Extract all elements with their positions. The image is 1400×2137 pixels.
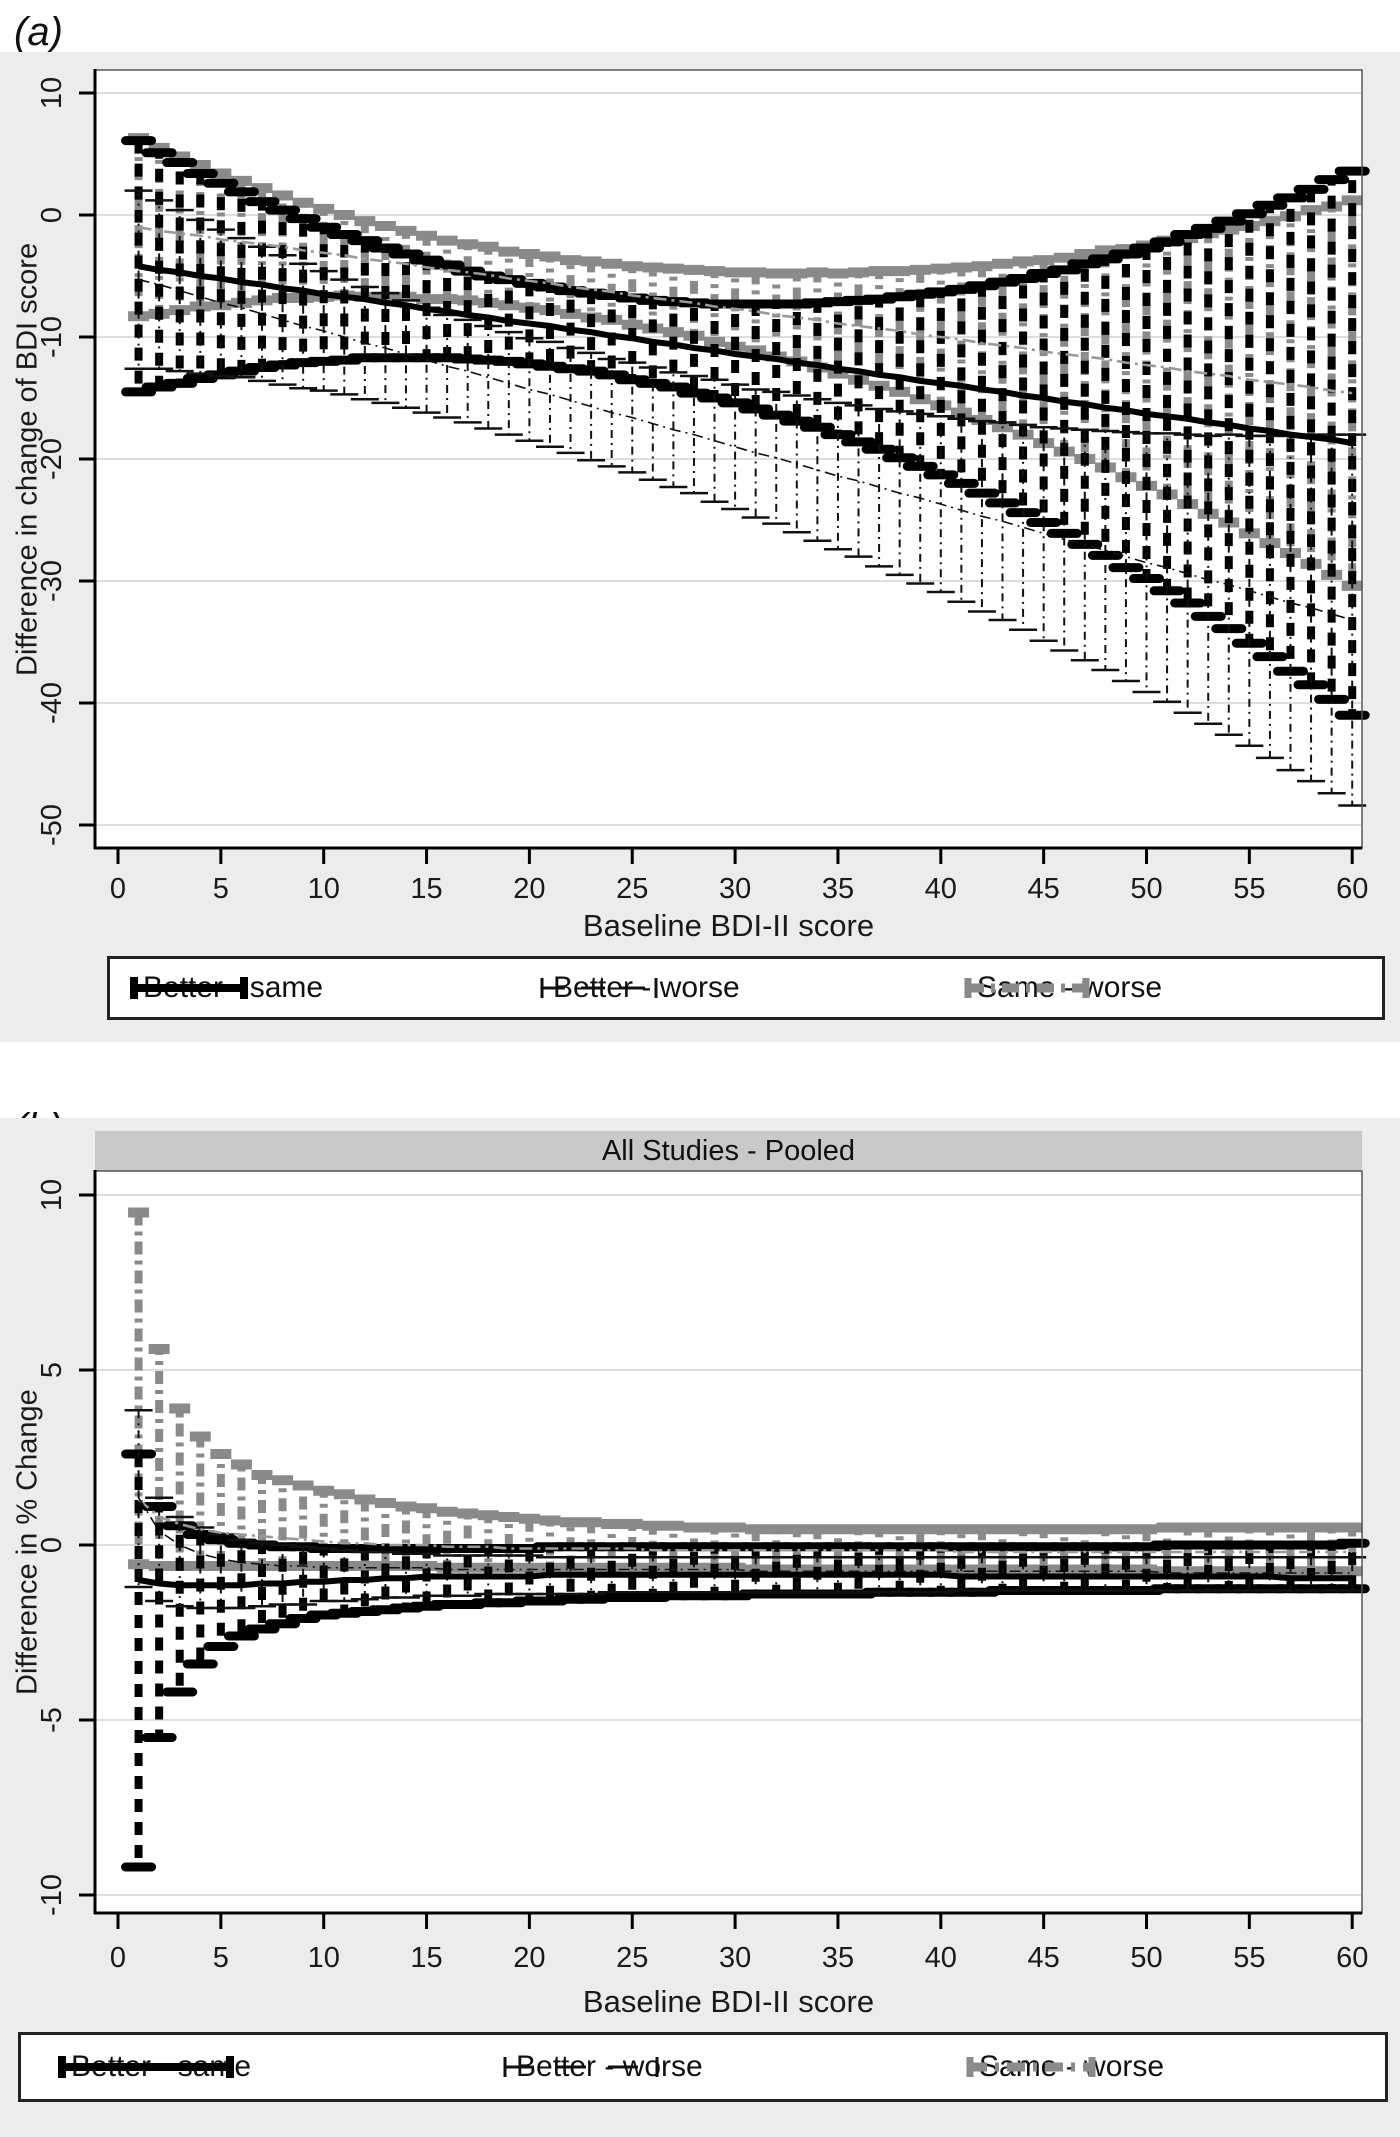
svg-text:0: 0: [36, 207, 68, 223]
svg-text:15: 15: [410, 1942, 442, 1974]
legend-sample-better-worse-icon: [540, 978, 658, 998]
legend-sample-same-worse-icon: [966, 2057, 1096, 2077]
legend-sample-better-same-icon: [130, 977, 248, 999]
panel-a-y-axis-label: Difference in change of BDI score: [11, 242, 44, 676]
svg-text:-10: -10: [36, 1874, 68, 1916]
legend-entry-better-same: Better - same: [53, 2035, 251, 2099]
svg-text:-10: -10: [36, 316, 68, 358]
svg-text:30: 30: [719, 1942, 751, 1974]
svg-text:5: 5: [213, 1942, 229, 1974]
legend-entry-better-worse: Better - worse: [498, 2035, 703, 2099]
svg-text:10: 10: [36, 77, 68, 109]
svg-text:0: 0: [110, 873, 126, 905]
svg-text:55: 55: [1233, 873, 1265, 905]
svg-text:10: 10: [36, 1179, 68, 1211]
svg-text:-20: -20: [36, 438, 68, 480]
axes: [93, 1170, 1362, 1915]
svg-text:35: 35: [822, 873, 854, 905]
legend-entry-same-worse: Same - worse: [959, 959, 1162, 1017]
svg-text:20: 20: [513, 1942, 545, 1974]
legend-sample-better-same-icon: [58, 2056, 234, 2078]
series-line-better-worse: [138, 278, 1353, 621]
svg-text:30: 30: [719, 873, 751, 905]
svg-text:-50: -50: [36, 804, 68, 846]
svg-text:35: 35: [822, 1942, 854, 1974]
svg-text:-5: -5: [36, 1707, 68, 1733]
svg-text:50: 50: [1130, 873, 1162, 905]
svg-text:-40: -40: [36, 682, 68, 724]
svg-text:10: 10: [308, 1942, 340, 1974]
svg-text:5: 5: [213, 873, 229, 905]
svg-text:10: 10: [308, 873, 340, 905]
svg-text:0: 0: [36, 1537, 68, 1553]
svg-text:15: 15: [410, 873, 442, 905]
panel-a-tag: (a): [14, 10, 63, 54]
x-axis-ticks: 0 5 10 15 20 25 30 35 40 45 50 55 60: [110, 848, 1368, 905]
panel-a-legend: Better - same Better - worse Same - wors…: [107, 956, 1385, 1020]
series-line-better-worse: [137, 1497, 1353, 1574]
svg-text:5: 5: [36, 1362, 68, 1378]
panel-b-title-bar: All Studies - Pooled: [95, 1131, 1362, 1171]
svg-text:45: 45: [1028, 873, 1060, 905]
svg-text:50: 50: [1130, 1942, 1162, 1974]
legend-sample-better-worse-icon: [503, 2057, 659, 2077]
svg-text:20: 20: [513, 873, 545, 905]
svg-text:60: 60: [1336, 873, 1368, 905]
svg-text:-30: -30: [36, 560, 68, 602]
legend-sample-same-worse-icon: [964, 978, 1090, 998]
legend-entry-better-same: Better - same: [125, 959, 323, 1017]
svg-text:25: 25: [616, 1942, 648, 1974]
y-axis-ticks: 10 5 0 -5 -10: [36, 1179, 95, 1916]
series-line-better-same: [138, 263, 1353, 447]
svg-text:60: 60: [1336, 1942, 1368, 1974]
svg-text:55: 55: [1233, 1942, 1265, 1974]
panel-a-chart: 10 0 -10 -20 -30 -40 -50 0 5 10 15 20 25 30 35 40 45 50 55…: [36, 69, 1370, 905]
svg-text:0: 0: [110, 1942, 126, 1974]
series-line-same-worse: [137, 1498, 1353, 1554]
svg-text:40: 40: [925, 1942, 957, 1974]
legend-entry-same-worse: Same - worse: [961, 2035, 1164, 2099]
legend-entry-better-worse: Better - worse: [535, 959, 740, 1017]
panel-b-x-axis-label: Baseline BDI-II score: [582, 1984, 875, 2019]
svg-text:25: 25: [616, 873, 648, 905]
panel-b-legend: Better - same Better - worse Same - wors…: [18, 2032, 1388, 2102]
series-line-same-worse: [138, 225, 1353, 395]
svg-text:40: 40: [925, 873, 957, 905]
y-axis-ticks: 10 0 -10 -20 -30 -40 -50: [36, 77, 95, 846]
panel-a-x-axis-label: Baseline BDI-II score: [582, 908, 875, 943]
series-line-better-same: [138, 1571, 1353, 1589]
panel-b-y-axis-label: Difference in % Change: [11, 1389, 44, 1695]
svg-text:45: 45: [1028, 1942, 1060, 1974]
x-axis-ticks: 0 5 10 15 20 25 30 35 40 45 50 55 60: [110, 1913, 1368, 1974]
